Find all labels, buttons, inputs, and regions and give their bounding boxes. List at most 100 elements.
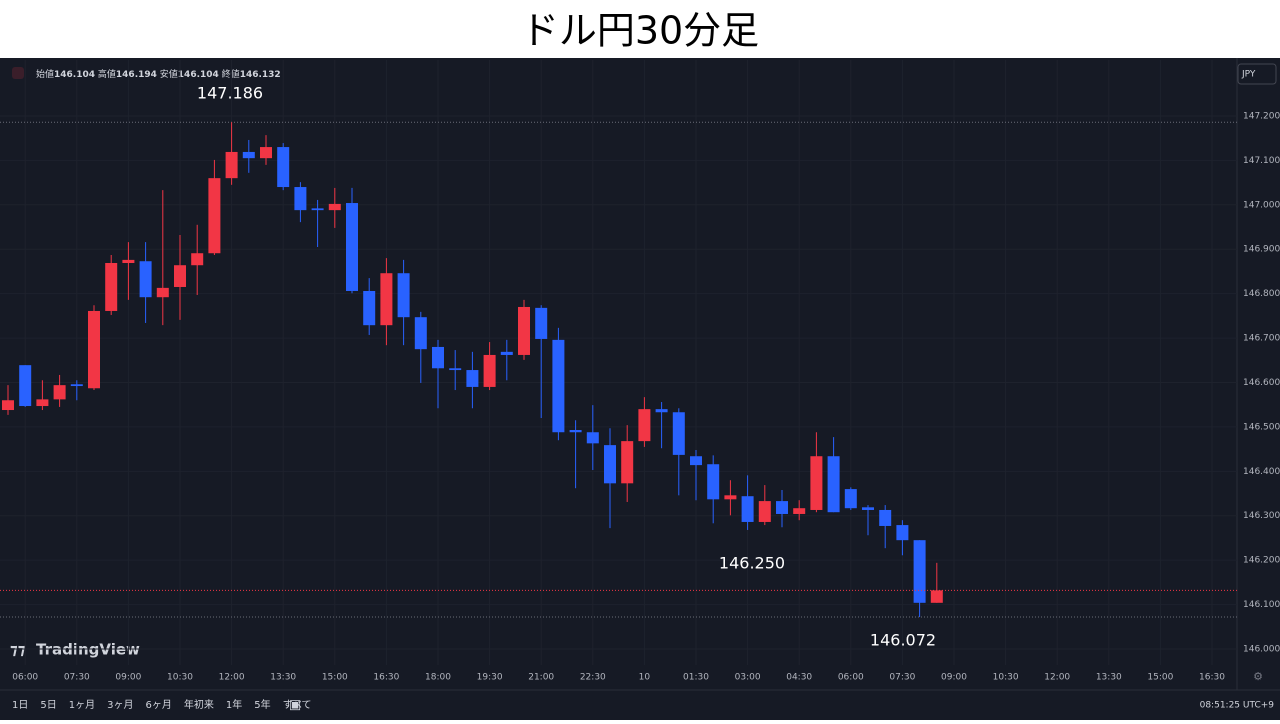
y-tick-label: 146.900	[1243, 245, 1280, 255]
x-tick-label: 16:30	[373, 673, 399, 683]
candle-body	[191, 253, 204, 266]
range-button[interactable]: 3ヶ月	[107, 699, 133, 711]
x-tick-label: 12:00	[219, 673, 245, 683]
candle-body	[518, 306, 530, 355]
candle-body	[414, 317, 427, 350]
y-tick-label: 146.300	[1243, 511, 1280, 521]
candle-body	[862, 507, 874, 510]
x-tick-label: 18:00	[425, 673, 451, 683]
candle-body	[397, 273, 410, 318]
clock: 08:51:25 UTC+9	[1200, 701, 1275, 711]
settings-icon[interactable]: ⚙	[1253, 670, 1263, 683]
x-tick-label: 03:00	[735, 673, 761, 683]
y-tick-label: 146.400	[1243, 467, 1280, 477]
candle-body	[156, 287, 169, 298]
candle-body	[655, 409, 668, 413]
candle-body	[552, 339, 565, 433]
x-tick-label: 21:00	[528, 673, 554, 683]
x-tick-label: 16:30	[1199, 673, 1225, 683]
y-tick-label: 146.100	[1243, 600, 1280, 610]
range-button[interactable]: 5日	[40, 700, 56, 711]
title-band	[0, 0, 1280, 58]
candle-body	[70, 384, 83, 387]
currency-select[interactable]	[1237, 63, 1277, 85]
candle-body	[569, 430, 582, 433]
range-button[interactable]: 6ヶ月	[146, 699, 172, 711]
x-tick-label: 09:00	[115, 673, 141, 683]
currency[interactable]: JPY	[1241, 70, 1256, 80]
candle-body	[19, 365, 32, 407]
candle-body	[879, 509, 892, 526]
candle-body	[827, 456, 840, 513]
range-button[interactable]: 1年	[226, 698, 242, 711]
candle-body	[328, 203, 341, 211]
annotation: 147.186	[197, 84, 263, 103]
candle-body	[913, 540, 926, 603]
candle-body	[53, 385, 66, 400]
candle-body	[380, 273, 393, 326]
ohlc-header: 始値146.104 高値146.194 安値146.104 終値146.132	[36, 68, 281, 80]
candle-body	[346, 203, 358, 291]
candle-body	[483, 354, 496, 387]
candle-body	[776, 501, 788, 514]
date-range-icon[interactable]: ▣	[289, 698, 301, 713]
y-tick-label: 146.800	[1243, 289, 1280, 299]
x-tick-label: 10	[639, 673, 651, 683]
candle-body	[432, 346, 444, 369]
y-tick-label: 147.200	[1243, 111, 1280, 121]
y-tick-label: 147.100	[1243, 156, 1280, 166]
range-button[interactable]: すべて	[283, 699, 312, 711]
candle-body	[294, 187, 307, 211]
range-button[interactable]: 1ヶ月	[69, 699, 95, 711]
x-tick-label: 15:00	[322, 673, 348, 683]
x-tick-label: 06:00	[12, 673, 38, 683]
candle-body	[174, 265, 186, 287]
candle-body	[690, 456, 702, 466]
x-tick-label: 13:30	[1096, 673, 1122, 683]
y-tick-label: 147.000	[1243, 200, 1280, 210]
x-tick-label: 04:30	[786, 673, 812, 683]
candle-body	[793, 508, 806, 514]
candle-body	[363, 290, 376, 326]
y-tick-label: 146.200	[1243, 556, 1280, 566]
candle-body	[466, 370, 479, 387]
candle-body	[930, 590, 943, 603]
annotation: 146.072	[870, 631, 936, 650]
candle-body	[208, 178, 221, 254]
candle-body	[844, 489, 857, 509]
range-button[interactable]: 年初来	[184, 698, 214, 711]
candle-body	[672, 412, 685, 455]
candle-body	[105, 262, 118, 311]
range-button[interactable]: 1日	[12, 700, 28, 711]
x-tick-label: 15:00	[1147, 673, 1173, 683]
candle-body	[741, 496, 754, 522]
chart-title: ドル円30分足	[521, 9, 759, 53]
range-button[interactable]: 5年	[254, 698, 270, 711]
candle-body	[122, 259, 135, 263]
candle-body	[2, 400, 14, 411]
candle-body	[449, 368, 462, 371]
candle-body	[724, 495, 737, 500]
candle-body	[621, 441, 634, 484]
candle-body	[896, 525, 909, 541]
x-tick-label: 22:30	[580, 673, 606, 683]
y-tick-label: 146.700	[1243, 334, 1280, 344]
candle-body	[638, 409, 651, 442]
candle-body	[758, 501, 771, 522]
y-tick-label: 146.600	[1243, 378, 1280, 388]
x-tick-label: 10:30	[993, 673, 1019, 683]
candle-body	[311, 208, 324, 211]
candle-body	[277, 147, 290, 188]
x-tick-label: 10:30	[167, 673, 193, 683]
x-tick-label: 06:00	[838, 673, 864, 683]
candle-body	[500, 351, 513, 355]
candle-body	[260, 147, 272, 159]
candle-body	[707, 464, 720, 500]
candle-body	[604, 445, 616, 484]
candle-body	[586, 432, 599, 444]
x-tick-label: 01:30	[683, 673, 709, 683]
x-tick-label: 07:30	[889, 673, 915, 683]
candle-body	[225, 151, 238, 179]
